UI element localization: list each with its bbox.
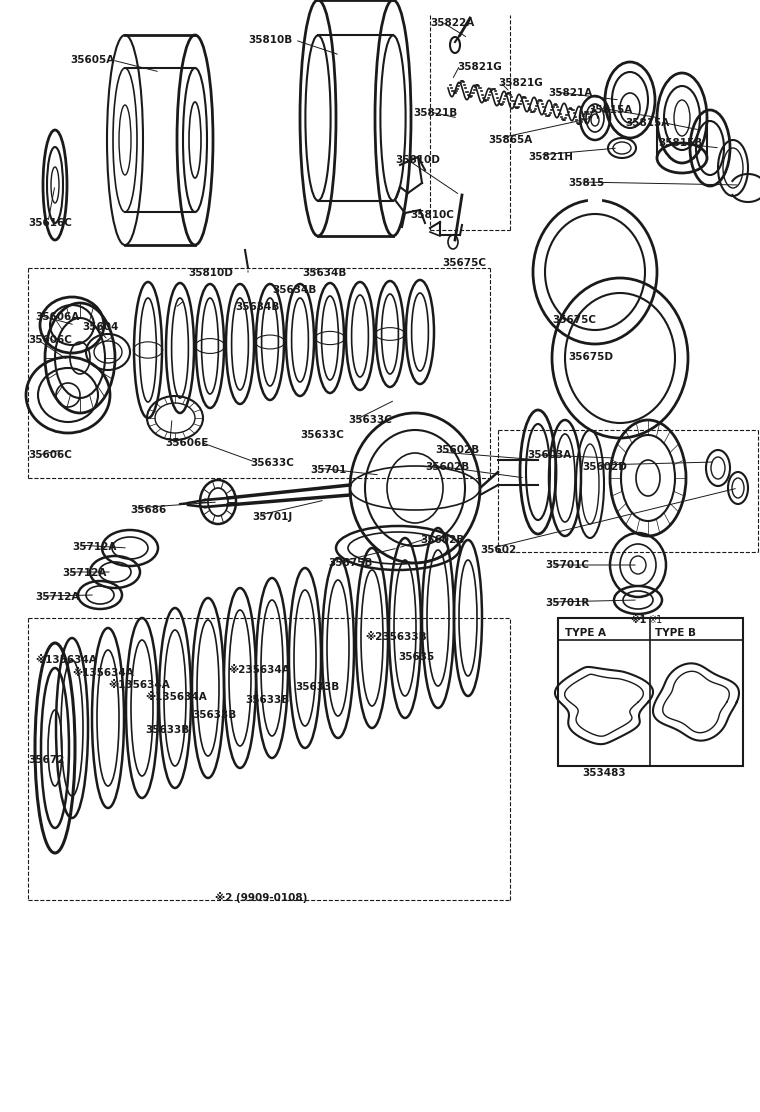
Text: 35686: 35686: [130, 505, 166, 515]
Text: 35633B: 35633B: [245, 695, 290, 705]
Text: 35675C: 35675C: [552, 315, 596, 325]
Text: ※235633B: ※235633B: [365, 632, 426, 642]
Text: 35633B: 35633B: [295, 682, 339, 692]
Text: 35675D: 35675D: [568, 353, 613, 363]
Text: 35602B: 35602B: [425, 461, 469, 471]
Text: 35634B: 35634B: [302, 268, 347, 278]
Text: ※1: ※1: [648, 615, 662, 625]
Text: 35822A: 35822A: [430, 18, 474, 28]
Text: 35701R: 35701R: [545, 598, 589, 608]
Text: 35810B: 35810B: [248, 34, 293, 44]
Text: 35602: 35602: [480, 545, 516, 555]
Text: ※135634A: ※135634A: [72, 668, 134, 678]
Text: 35815B: 35815B: [658, 138, 702, 148]
Text: 35633C: 35633C: [348, 415, 392, 425]
Text: TYPE B: TYPE B: [655, 628, 696, 638]
Text: 35635: 35635: [398, 652, 434, 662]
Text: 35616C: 35616C: [28, 218, 72, 228]
Text: 35604: 35604: [82, 322, 119, 332]
Text: ※1: ※1: [630, 615, 646, 625]
Text: 35602B: 35602B: [435, 445, 480, 455]
Text: ※135634A: ※135634A: [145, 692, 207, 702]
Text: 35605A: 35605A: [70, 54, 114, 64]
Text: 35672: 35672: [28, 755, 65, 765]
Text: 35602D: 35602D: [582, 461, 627, 471]
Text: ※2 (9909-0108): ※2 (9909-0108): [215, 892, 307, 903]
Text: 35675C: 35675C: [442, 258, 486, 268]
Text: 35821B: 35821B: [413, 108, 458, 118]
Text: 35603A: 35603A: [527, 450, 572, 460]
Text: 35810C: 35810C: [410, 210, 454, 220]
Text: 35634B: 35634B: [272, 285, 316, 295]
Text: 35815: 35815: [568, 178, 604, 188]
Text: 35633C: 35633C: [250, 458, 294, 468]
Text: 35810D: 35810D: [188, 268, 233, 278]
Text: 35701C: 35701C: [545, 560, 589, 570]
Text: 35815A: 35815A: [625, 118, 670, 128]
Text: 35821G: 35821G: [498, 78, 543, 88]
Text: 35606A: 35606A: [35, 312, 79, 322]
Text: ※135634A: ※135634A: [108, 681, 169, 691]
Text: 35821A: 35821A: [548, 88, 592, 98]
Text: TYPE A: TYPE A: [565, 628, 606, 638]
Text: 353483: 353483: [582, 768, 625, 778]
Text: ※235634A: ※235634A: [228, 665, 290, 675]
Text: 35634B: 35634B: [235, 302, 280, 312]
Text: 35810D: 35810D: [395, 155, 440, 165]
Bar: [558, 618, 743, 766]
Text: 35606C: 35606C: [28, 450, 72, 460]
Text: 35865A: 35865A: [488, 135, 532, 145]
Text: 35633C: 35633C: [300, 430, 344, 440]
Text: ※135634A: ※135634A: [35, 655, 97, 665]
Text: 35701J: 35701J: [252, 512, 293, 522]
Text: 35602B: 35602B: [420, 535, 464, 545]
Text: 35606C: 35606C: [28, 335, 72, 345]
Text: 35701: 35701: [310, 465, 347, 475]
Text: 35821G: 35821G: [457, 62, 502, 72]
Text: 35675B: 35675B: [328, 558, 372, 568]
Text: 35815A: 35815A: [588, 105, 632, 115]
Text: 35633B: 35633B: [192, 709, 236, 719]
Text: 35712A: 35712A: [72, 542, 116, 552]
Text: 35712A: 35712A: [62, 568, 106, 578]
Text: 35606E: 35606E: [165, 438, 208, 448]
Text: 35633B: 35633B: [145, 725, 189, 735]
Text: 35712A: 35712A: [35, 592, 79, 602]
Text: 35821H: 35821H: [528, 152, 573, 162]
